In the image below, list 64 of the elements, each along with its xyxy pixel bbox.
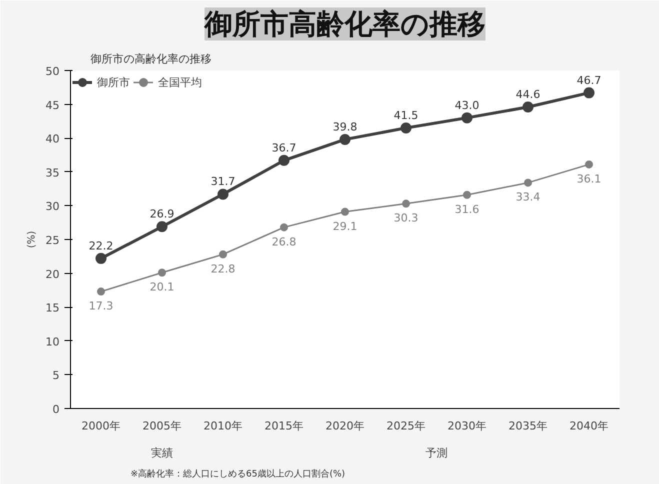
y-tick-label: 50 [46, 65, 60, 78]
data-label: 20.1 [150, 280, 174, 294]
y-axis-title: (%) [26, 230, 38, 248]
data-label: 44.6 [516, 88, 540, 102]
x-tick-label: 2010年 [204, 420, 243, 432]
text: 予測 [426, 446, 448, 460]
y-tick-label: 30 [46, 200, 60, 214]
legend-label: 全国平均 [158, 74, 202, 90]
x-tick-label: 2035年 [508, 420, 548, 432]
y-tick-label: 15 [46, 302, 60, 315]
x-tick-label: 2040年 [570, 420, 609, 432]
y-tick-label: 25 [46, 234, 60, 247]
data-label: 46.7 [576, 74, 602, 87]
point [158, 268, 166, 277]
x-tick-label: 2015年 [264, 420, 304, 432]
data-label: 26.9 [150, 208, 174, 221]
data-label: 29.1 [332, 220, 358, 233]
point [522, 102, 534, 112]
data-label: 30.3 [394, 212, 418, 225]
y-tick-label: 45 [46, 98, 60, 112]
text: 実績 [151, 446, 173, 460]
x-tick-label: 2005年 [142, 420, 182, 432]
x-tick-label: 2000年 [82, 420, 121, 432]
legend-label: 御所市 [97, 74, 130, 90]
y-tick-label: 35 [46, 166, 60, 180]
point [96, 252, 106, 264]
x-tick-label: 2025年 [386, 420, 426, 432]
text: ※高齢化率：総人口にしめる65歳以上の人口割合(%) [130, 468, 346, 480]
point [584, 87, 594, 98]
y-tick-label: 0 [52, 403, 60, 416]
data-label: 31.7 [210, 175, 236, 188]
point [280, 223, 288, 232]
point [524, 178, 532, 187]
data-label: 22.2 [88, 239, 114, 252]
point [219, 250, 227, 258]
point [218, 188, 228, 200]
point [463, 190, 471, 199]
chart-title: 御所市高齢化率の推移 [204, 8, 486, 40]
data-label: 22.8 [210, 262, 236, 276]
point [341, 208, 349, 216]
y-tick-label: 5 [52, 369, 60, 382]
data-label: 43.0 [454, 98, 480, 112]
point [340, 134, 350, 145]
x-tick-label: 2030年 [448, 420, 487, 432]
point [156, 221, 168, 232]
point [278, 154, 290, 166]
data-label: 41.5 [394, 108, 418, 122]
y-tick-label: 40 [46, 132, 60, 146]
data-label: 39.8 [332, 120, 358, 134]
data-label: 33.4 [516, 190, 540, 204]
point [462, 112, 472, 124]
chart-subtitle: 御所市の高齢化率の推移 [90, 52, 212, 66]
point [585, 160, 593, 168]
data-label: 31.6 [454, 202, 480, 216]
x-tick-label: 2020年 [326, 420, 365, 432]
point [97, 288, 105, 296]
point [400, 122, 412, 134]
data-label: 17.3 [88, 300, 114, 313]
y-tick-label: 20 [46, 268, 60, 281]
data-label: 26.8 [272, 235, 296, 248]
point [402, 200, 410, 208]
data-label: 36.1 [576, 172, 602, 186]
y-tick-label: 10 [46, 335, 60, 348]
data-label: 36.7 [272, 141, 296, 154]
